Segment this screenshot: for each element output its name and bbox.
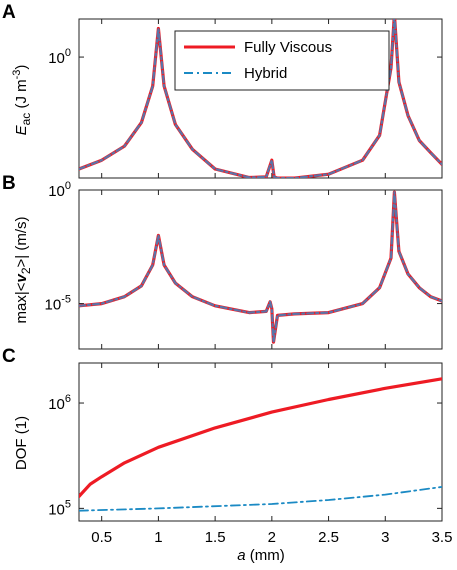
panel-a-ylabel-symbol: E [13, 124, 30, 135]
legend-box [174, 30, 390, 91]
panel-c-ytick-label: 105 [48, 498, 71, 518]
panel-c-chart: 105 106 0.5 1 1.5 2 2.5 3 3.5 DOF (1) a (mm) [13, 362, 453, 564]
panel-c-xtick-label: 2.5 [318, 529, 339, 546]
panel-c-xtick-label: 3 [381, 529, 389, 546]
panel-a-ylabel-unit: (J m [13, 79, 30, 112]
panel-c-axes-frame [78, 362, 443, 522]
panel-c-xtick-label: 2 [268, 529, 276, 546]
panel-a-ylabel-close: ) [13, 65, 30, 70]
panel-a-ylabel: Eac (J m-3) [11, 65, 33, 136]
panel-b-ylabel-var: v [13, 273, 30, 283]
panel-letter-c: C [2, 346, 16, 367]
panel-a-ylabel-sub: ac [19, 113, 33, 126]
panel-c-xtick-label: 3.5 [432, 529, 453, 546]
panel-b-ytick-label: 100 [48, 180, 71, 200]
panel-letter-b: B [2, 173, 16, 194]
panel-a-ytick-label: 100 [48, 47, 71, 67]
panel-c-ytick-label: 106 [48, 393, 71, 413]
panel-b-ylabel-sub: 2 [19, 267, 33, 274]
panel-c-xtick-label: 1.5 [205, 529, 226, 546]
panel-b-ytick-label: 10-5 [45, 294, 71, 314]
panel-c-ylabel: DOF (1) [13, 416, 30, 470]
panel-c-series-hybrid [79, 485, 442, 512]
legend-label-hybrid: Hybrid [244, 65, 287, 82]
panel-c-series-fully-viscous [79, 377, 442, 498]
legend-label-fully-viscous: Fully Viscous [244, 39, 332, 56]
panel-c-xlabel-var: a [237, 547, 245, 564]
panel-letter-a: A [2, 2, 16, 23]
panel-c-xlabel-unit: (mm) [246, 547, 285, 564]
panel-c-xtick-label: 1 [154, 529, 162, 546]
panel-a-chart: 100 Eac (J m-3) Fully Viscous Hybrid [11, 18, 443, 179]
panel-c-xtick-label: 0.5 [91, 529, 112, 546]
panel-b-series-hybrid [79, 191, 442, 344]
panel-b-ylabel-pre: max|< [13, 282, 30, 323]
panel-c-xlabel: a (mm) [237, 547, 285, 564]
panel-a-series-hybrid [79, 19, 442, 178]
panel-b-chart: 100 10-5 max|<v2>| (m/s) [13, 180, 443, 350]
legend: Fully Viscous Hybrid [174, 30, 390, 91]
panel-a-ylabel-sup: -3 [11, 70, 23, 80]
panel-b-ylabel-post: >| (m/s) [13, 216, 30, 267]
panel-b-ylabel: max|<v2>| (m/s) [13, 216, 33, 323]
panel-b-axes-frame [78, 189, 443, 350]
